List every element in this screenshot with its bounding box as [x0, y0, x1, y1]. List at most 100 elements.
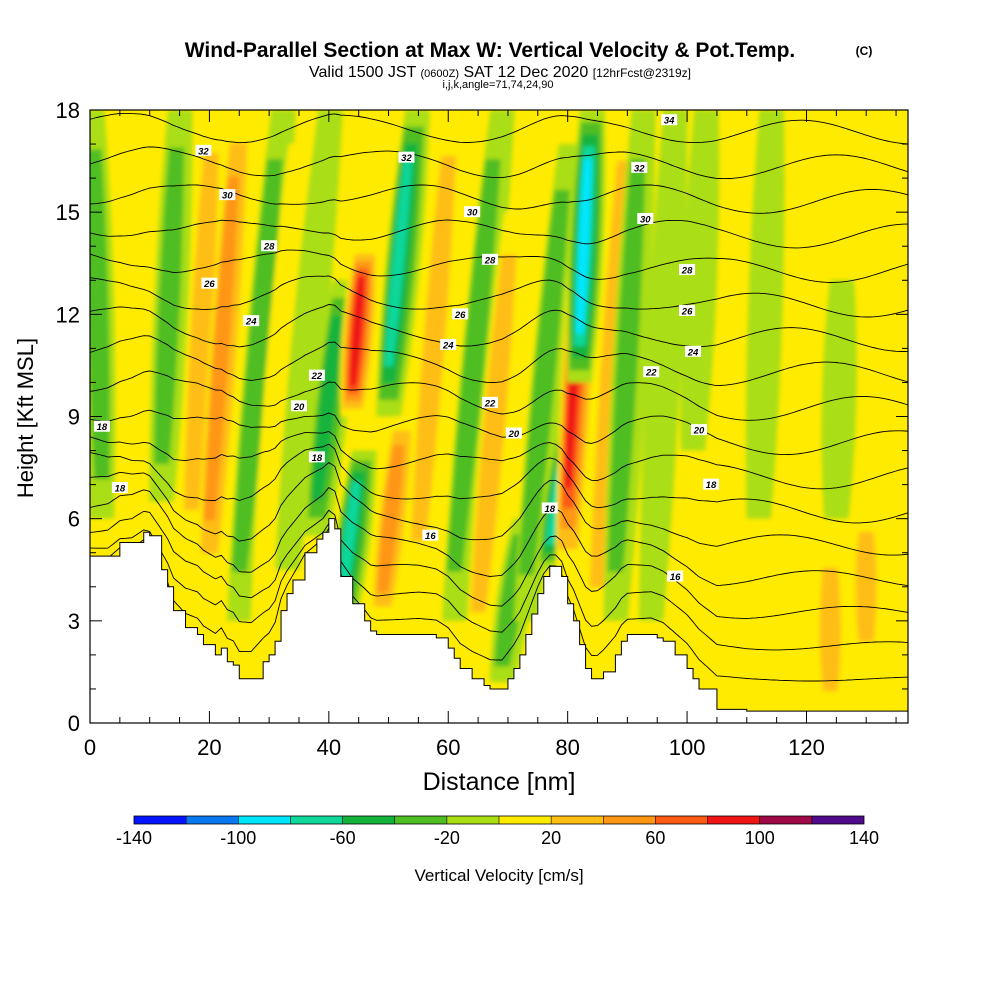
isentrope-label: 28 [681, 266, 693, 277]
colorbar-label: Vertical Velocity [cm/s] [414, 866, 583, 885]
velocity-band [377, 444, 405, 593]
x-tick-label: 60 [436, 735, 460, 760]
isentrope-label: 18 [706, 480, 717, 491]
velocity-band [819, 567, 841, 692]
isentrope-label-bg [195, 144, 212, 156]
colorbar-swatch [290, 816, 343, 824]
colorbar-swatch [186, 816, 239, 824]
isentrope-label: 18 [544, 504, 555, 515]
isentrope-label: 18 [97, 422, 108, 433]
y-tick-label: 9 [68, 405, 80, 430]
colorbar-swatch [342, 816, 395, 824]
colorbar-swatch [707, 816, 760, 824]
isentrope-label: 20 [293, 402, 305, 413]
isentrope-label-bg [308, 369, 325, 381]
velocity-band [118, 110, 157, 485]
isentrope-label-bg [637, 212, 654, 224]
isentrope-label: 22 [645, 368, 657, 379]
colorbar-swatch [759, 816, 812, 824]
isentrope-line [90, 461, 908, 556]
isentrope-label-bg [308, 451, 325, 463]
velocity-band [470, 254, 517, 613]
velocity-band [184, 152, 219, 511]
colorbar-swatch [551, 816, 604, 824]
velocity-band [154, 147, 185, 464]
isentrope-label: 20 [693, 426, 705, 437]
velocity-band [349, 276, 365, 387]
colorbar-tick-label: 20 [541, 828, 561, 848]
isentrope-label: 22 [484, 398, 496, 409]
valid-utc: (0600Z) [420, 68, 459, 80]
isentrope-line [90, 370, 908, 421]
isentrope-line [90, 509, 908, 619]
y-tick-label: 3 [68, 609, 80, 634]
colorbar-swatch [655, 816, 708, 824]
x-tick-label: 120 [788, 735, 825, 760]
isentrope-label-bg [702, 478, 719, 490]
isentrope-line [90, 219, 908, 249]
isentrope-label: 22 [311, 371, 323, 382]
isentrope-label: 18 [115, 484, 126, 495]
colorbar-tick-label: 100 [745, 828, 775, 848]
velocity-band [336, 481, 361, 608]
isentrope-label-bg [679, 304, 696, 316]
isentrope-label: 34 [664, 116, 675, 127]
colorbar-swatch [134, 816, 187, 824]
isentrope-label-bg [93, 420, 110, 432]
valid-time-line: Valid 1500 JST (0600Z) SAT 12 Dec 2020 [… [309, 64, 691, 81]
isentrope-label-bg [691, 424, 708, 436]
isentrope-label: 30 [467, 208, 478, 219]
isentrope-label: 26 [454, 310, 466, 321]
isentrope-label-bg [679, 264, 696, 276]
velocity-band [384, 159, 413, 367]
isentrope-label: 28 [263, 242, 275, 253]
colorbar-swatch [238, 816, 291, 824]
x-tick-label: 100 [669, 735, 706, 760]
isentrope-label: 26 [681, 306, 693, 317]
isentrope-line [90, 443, 908, 524]
isentrope-label-bg [667, 570, 684, 582]
x-tick-label: 80 [555, 735, 579, 760]
isentrope-label-bg [661, 114, 678, 126]
isentrope-line [90, 522, 908, 651]
isentrope-line [90, 146, 908, 180]
isentrope-label-bg [685, 345, 702, 357]
isentrope-label-bg [111, 482, 128, 494]
isentrope-label-bg [290, 400, 307, 412]
chart-title: Wind-Parallel Section at Max W: Vertical… [185, 39, 796, 62]
isentrope-label-bg [505, 427, 522, 439]
y-tick-label: 12 [56, 302, 80, 327]
isentrope-label: 26 [203, 279, 215, 290]
isentrope-label: 28 [484, 255, 496, 266]
colorbar: -140 -100 -60 -20 20 60 100 140 [116, 815, 879, 848]
chart-title-tag: (C) [856, 44, 873, 58]
isentrope-line [90, 275, 908, 318]
isentrope-label-bg [422, 529, 439, 541]
isentrope-label: 30 [222, 191, 233, 202]
colorbar-swatch [603, 816, 656, 824]
y-axis: 0 3 6 9 12 15 18 [56, 98, 908, 736]
y-axis-label: Height [Kft MSL] [13, 338, 38, 498]
isentrope-label: 16 [670, 572, 681, 583]
isentrope-label-bg [243, 315, 260, 327]
isentrope-label-bg [541, 502, 558, 514]
colorbar-tick-label: -20 [434, 828, 460, 848]
valid-prefix: Valid 1500 JST [309, 64, 417, 81]
colorbar-tick-label: -140 [116, 828, 152, 848]
isentrope-label-bg [464, 206, 481, 218]
isentrope-labels: 34 32 32 32 30 30 30 28 28 28 26 26 26 24 24 24 22 22 22 20… [93, 114, 719, 583]
terrain-mask [90, 518, 908, 723]
velocity-band [410, 155, 457, 541]
isentrope-label: 20 [508, 429, 520, 440]
isentrope-label-bg [201, 277, 218, 289]
colorbar-tick-label: -60 [330, 828, 356, 848]
velocity-band [607, 159, 646, 572]
isentrope-label: 32 [198, 146, 209, 157]
colorbar-swatch [446, 816, 499, 824]
isentrope-label-bg [398, 151, 415, 163]
velocity-field [90, 110, 884, 706]
y-tick-label: 18 [56, 98, 80, 123]
forecast-tag: [12hrFcst@2319z] [593, 66, 691, 80]
velocity-band [274, 110, 343, 570]
